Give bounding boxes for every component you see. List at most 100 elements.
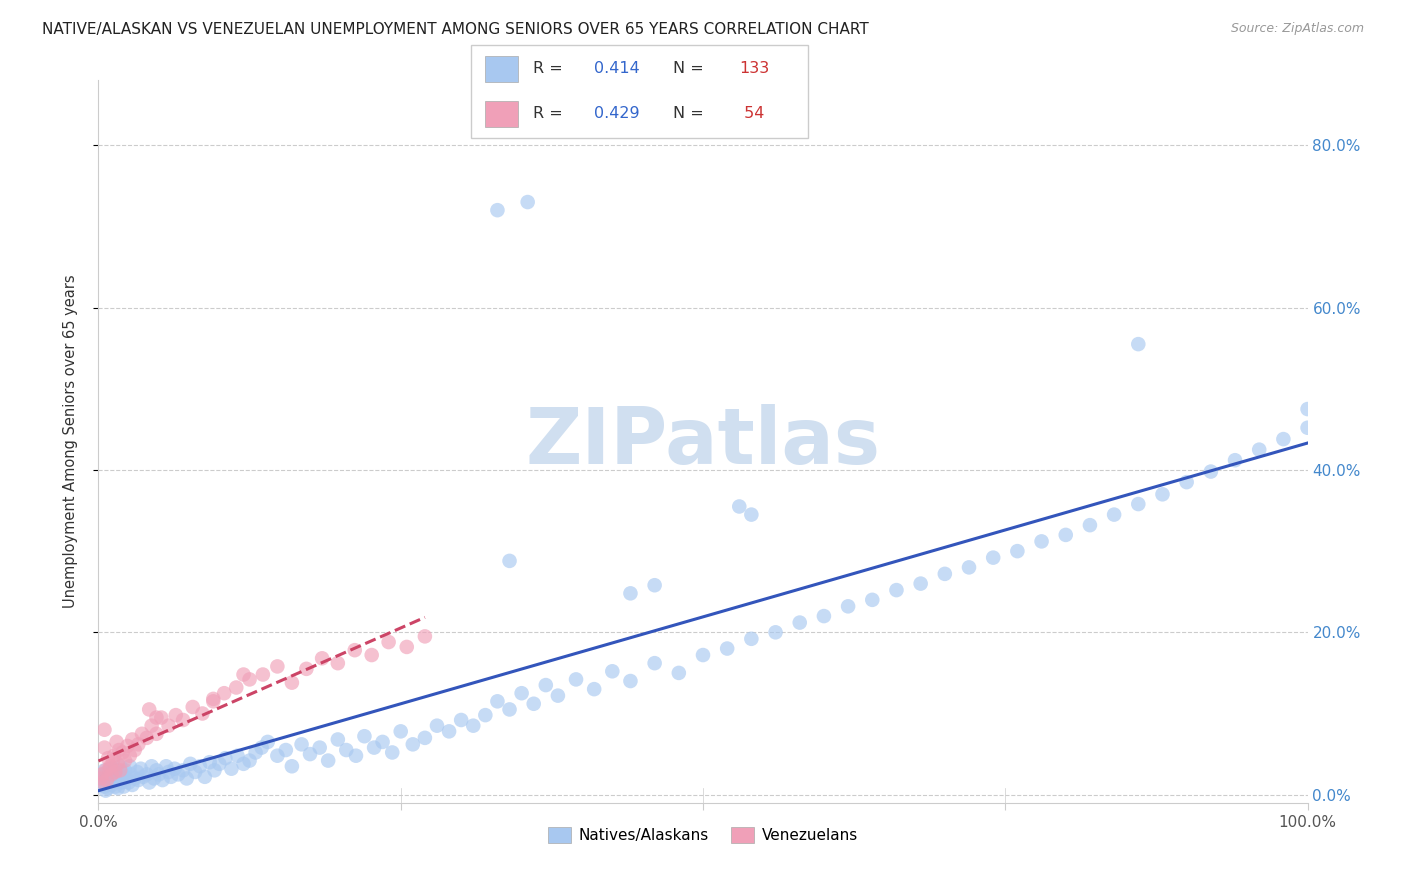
Point: [98, 762, 121, 776]
Point: [316, 754, 339, 768]
Point: [402, 737, 425, 751]
Point: [343, 643, 366, 657]
Point: [150, 710, 173, 724]
Text: N =: N =: [673, 106, 710, 121]
Point: [740, 508, 762, 522]
Point: [148, 767, 170, 781]
Point: [103, 748, 125, 763]
Point: [93, 764, 115, 778]
Point: [910, 576, 932, 591]
Point: [204, 764, 226, 778]
Point: [135, 731, 157, 745]
Point: [437, 724, 460, 739]
Text: 133: 133: [740, 62, 769, 77]
Point: [516, 195, 538, 210]
Point: [100, 759, 122, 773]
Point: [510, 686, 533, 700]
Point: [93, 723, 115, 737]
Legend: Natives/Alaskans, Venezuelans: Natives/Alaskans, Venezuelans: [541, 822, 865, 849]
Point: [344, 748, 367, 763]
Text: R =: R =: [533, 106, 568, 121]
Point: [114, 754, 136, 768]
Point: [105, 735, 128, 749]
Point: [214, 751, 236, 765]
Point: [1128, 497, 1150, 511]
Point: [181, 700, 204, 714]
Point: [202, 694, 225, 708]
Point: [245, 746, 267, 760]
Point: [172, 764, 194, 778]
FancyBboxPatch shape: [485, 56, 519, 82]
Point: [1054, 528, 1077, 542]
Point: [281, 675, 304, 690]
Point: [395, 640, 418, 654]
Point: [232, 667, 254, 681]
Point: [266, 748, 288, 763]
Point: [221, 762, 243, 776]
Point: [93, 740, 115, 755]
Point: [115, 772, 138, 786]
Point: [565, 673, 588, 687]
Point: [96, 764, 118, 779]
Point: [145, 710, 167, 724]
Point: [498, 554, 520, 568]
Point: [226, 748, 249, 763]
Point: [191, 706, 214, 721]
Point: [413, 629, 436, 643]
Point: [179, 756, 201, 771]
Point: [176, 772, 198, 786]
Point: [100, 762, 122, 776]
Point: [91, 775, 114, 789]
Point: [299, 747, 322, 761]
Point: [860, 592, 883, 607]
Point: [121, 778, 143, 792]
Point: [371, 735, 394, 749]
Point: [765, 625, 787, 640]
Point: [138, 775, 160, 789]
Point: [90, 772, 112, 786]
Point: [389, 724, 412, 739]
Text: ZIPatlas: ZIPatlas: [526, 403, 880, 480]
Text: 54: 54: [740, 106, 765, 121]
Point: [274, 743, 297, 757]
Point: [132, 770, 155, 784]
Point: [1199, 465, 1222, 479]
Point: [112, 780, 135, 794]
Point: [172, 713, 194, 727]
Point: [118, 775, 141, 789]
Point: [157, 719, 180, 733]
Point: [619, 586, 641, 600]
Point: [450, 713, 472, 727]
Point: [90, 772, 112, 786]
Point: [101, 754, 124, 768]
Point: [110, 775, 132, 789]
Point: [107, 781, 129, 796]
Text: NATIVE/ALASKAN VS VENEZUELAN UNEMPLOYMENT AMONG SENIORS OVER 65 YEARS CORRELATIO: NATIVE/ALASKAN VS VENEZUELAN UNEMPLOYMEN…: [42, 22, 869, 37]
Point: [121, 732, 143, 747]
Point: [498, 702, 520, 716]
Point: [107, 756, 129, 771]
Point: [145, 764, 167, 778]
Point: [250, 740, 273, 755]
Point: [602, 665, 624, 679]
Point: [326, 732, 349, 747]
Point: [534, 678, 557, 692]
Point: [1175, 475, 1198, 490]
Point: [101, 767, 124, 781]
Point: [252, 667, 274, 681]
Point: [281, 759, 304, 773]
Point: [326, 656, 349, 670]
Point: [127, 773, 149, 788]
Point: [886, 583, 908, 598]
Point: [547, 689, 569, 703]
Point: [523, 697, 546, 711]
Point: [740, 632, 762, 646]
Point: [1296, 421, 1319, 435]
Point: [96, 773, 118, 788]
Point: [1249, 442, 1271, 457]
Point: [127, 764, 149, 779]
Point: [124, 743, 146, 757]
Point: [308, 740, 330, 755]
Point: [91, 775, 114, 789]
Text: 0.429: 0.429: [595, 106, 640, 121]
